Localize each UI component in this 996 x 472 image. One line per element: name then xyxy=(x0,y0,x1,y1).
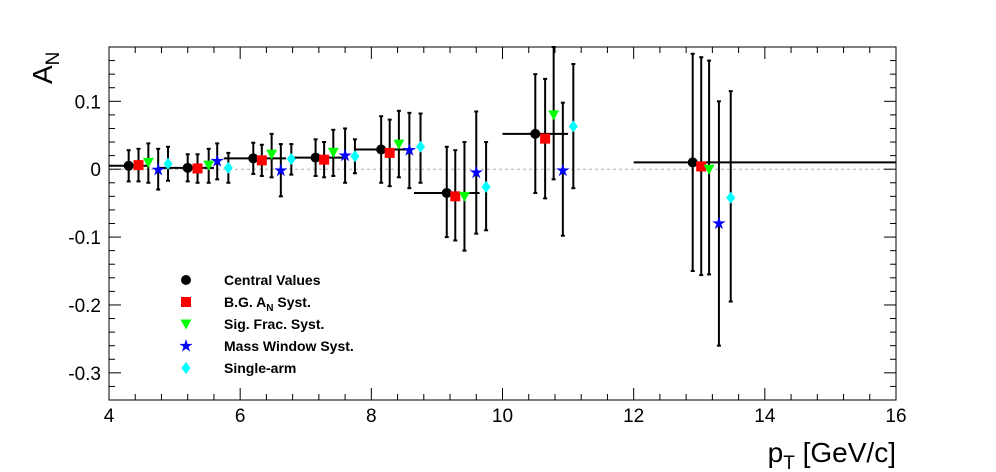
data-point xyxy=(402,143,417,156)
legend-marker xyxy=(181,275,191,285)
data-point xyxy=(416,140,426,153)
y-tick-label: -0.2 xyxy=(68,296,101,317)
series-b-g-a-n-syst- xyxy=(133,56,707,277)
data-point xyxy=(696,161,707,172)
data-point xyxy=(726,191,736,204)
legend-item: Mass Window Syst. xyxy=(179,338,354,354)
data-point xyxy=(450,191,461,202)
legend-item: Central Values xyxy=(181,272,321,288)
data-point xyxy=(530,128,541,139)
data-point xyxy=(248,153,259,164)
legend-text: Central Values xyxy=(224,272,321,288)
series-single-arm xyxy=(163,62,736,303)
x-tick-label: 8 xyxy=(366,406,377,427)
data-point xyxy=(703,164,715,175)
x-tick-label: 12 xyxy=(623,406,644,427)
data-point xyxy=(163,157,173,170)
data-point xyxy=(223,161,233,174)
data-point xyxy=(151,162,165,176)
x-tick-label: 10 xyxy=(492,406,513,427)
legend-label: Sig. Frac. Syst. xyxy=(224,316,324,332)
x-axis-title-rest: [GeV/c] xyxy=(795,437,896,468)
data-point xyxy=(350,150,360,163)
legend-marker xyxy=(181,362,191,374)
x-tick-label: 14 xyxy=(754,406,776,427)
data-point xyxy=(540,133,551,144)
data-point xyxy=(210,154,224,167)
legend-text-rest: Syst. xyxy=(274,294,311,310)
data-point xyxy=(687,157,698,168)
x-axis-title-main: p xyxy=(768,437,784,468)
y-tick-label: -0.3 xyxy=(68,364,101,385)
data-point xyxy=(556,163,570,177)
legend-text: Mass Window Syst. xyxy=(224,338,354,354)
data-point xyxy=(274,163,288,177)
data-point xyxy=(319,154,330,165)
data-point xyxy=(712,216,726,230)
data-point xyxy=(133,160,144,171)
legend-item: Single-arm xyxy=(181,360,296,376)
legend-label: Mass Window Syst. xyxy=(224,338,354,354)
series-central-values xyxy=(109,52,896,273)
y-axis-ticks: 0.1 0 -0.1 -0.2 -0.3 xyxy=(68,46,896,401)
x-axis-ticks: 4 6 8 10 12 14 16 xyxy=(104,47,907,427)
x-axis-title: pT [GeV/c] xyxy=(768,437,896,472)
data-point xyxy=(338,148,352,162)
data-point xyxy=(548,110,560,121)
x-axis-title-sub: T xyxy=(783,453,795,472)
y-axis-title-main: A xyxy=(27,65,58,84)
data-point xyxy=(142,157,154,168)
legend-item: Sig. Frac. Syst. xyxy=(180,316,324,332)
data-point xyxy=(286,153,296,166)
y-axis-title-sub: N xyxy=(43,52,64,66)
legend-label: B.G. AN Syst. xyxy=(224,294,311,314)
legend-text: Single-arm xyxy=(224,360,296,376)
x-tick-label: 16 xyxy=(885,406,906,427)
data-point xyxy=(182,162,193,173)
data-point xyxy=(203,160,215,171)
data-point xyxy=(469,165,483,179)
legend-text: Sig. Frac. Syst. xyxy=(224,316,324,332)
legend-marker xyxy=(180,319,192,330)
data-point xyxy=(441,187,452,198)
data-point xyxy=(123,160,134,171)
series-mass-window-syst- xyxy=(151,100,726,347)
y-axis-title: AN xyxy=(27,52,64,84)
legend-marker xyxy=(179,339,193,352)
data-point xyxy=(481,180,491,193)
data-series xyxy=(109,46,896,347)
data-point xyxy=(384,147,395,158)
data-point xyxy=(393,139,405,150)
y-tick-label: -0.1 xyxy=(68,228,101,249)
x-tick-label: 6 xyxy=(235,406,246,427)
legend-item: B.G. AN Syst. xyxy=(181,294,311,314)
legend-label: Single-arm xyxy=(224,360,296,376)
data-point xyxy=(376,144,387,155)
y-tick-label: 0.1 xyxy=(75,92,101,113)
series-sig-frac-syst- xyxy=(142,46,715,276)
legend-text-sub: N xyxy=(266,303,273,314)
data-point xyxy=(458,191,470,202)
data-point xyxy=(310,152,321,163)
data-point xyxy=(256,155,267,166)
data-point xyxy=(327,147,339,158)
data-point xyxy=(192,163,203,174)
legend-text: B.G. A xyxy=(224,294,266,310)
legend: Central Values B.G. AN Syst. Sig. Frac. Sy… xyxy=(179,272,354,376)
data-point xyxy=(568,120,578,133)
y-tick-label: 0 xyxy=(90,160,101,181)
legend-label: Central Values xyxy=(224,272,321,288)
legend-marker xyxy=(181,297,191,307)
data-point xyxy=(266,149,278,160)
x-tick-label: 4 xyxy=(104,406,115,427)
